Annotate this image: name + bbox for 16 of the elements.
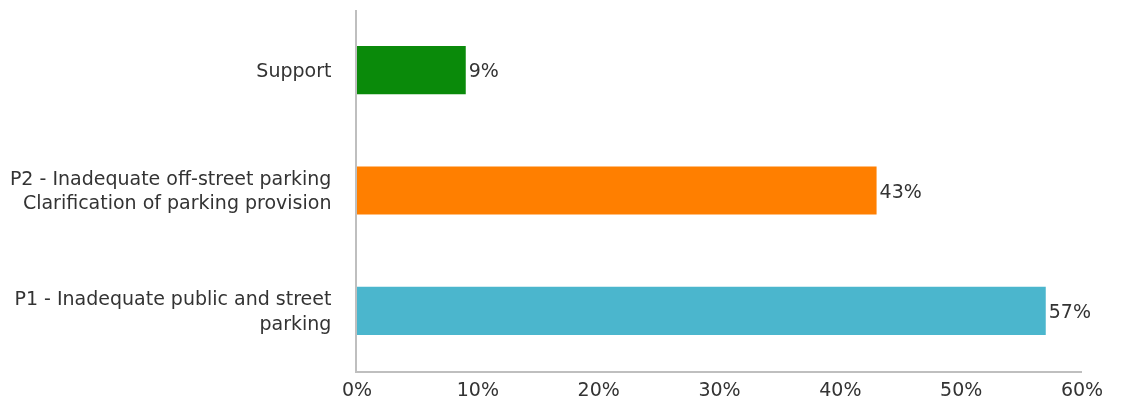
- bar: [357, 286, 1046, 335]
- bar: [357, 46, 466, 95]
- x-tick-label: 50%: [940, 377, 983, 400]
- bar: [357, 166, 877, 215]
- y-tick-label: P2 - Inadequate off-street parking Clarification of parking provision: [9, 166, 332, 214]
- y-tick-label: Support: [256, 58, 332, 81]
- data-label: 57%: [1048, 299, 1091, 322]
- data-label: 43%: [879, 179, 922, 202]
- x-tick-label: 0%: [341, 377, 373, 400]
- x-tick-label: 40%: [819, 377, 862, 400]
- data-label: 9%: [468, 59, 499, 82]
- x-tick-label: 20%: [577, 377, 620, 400]
- y-tick-label: P1 - Inadequate public and street parking: [14, 287, 332, 334]
- x-tick-label: 30%: [698, 377, 741, 400]
- x-tick-label: 60%: [1060, 377, 1104, 400]
- x-tick-label: 10%: [456, 377, 499, 400]
